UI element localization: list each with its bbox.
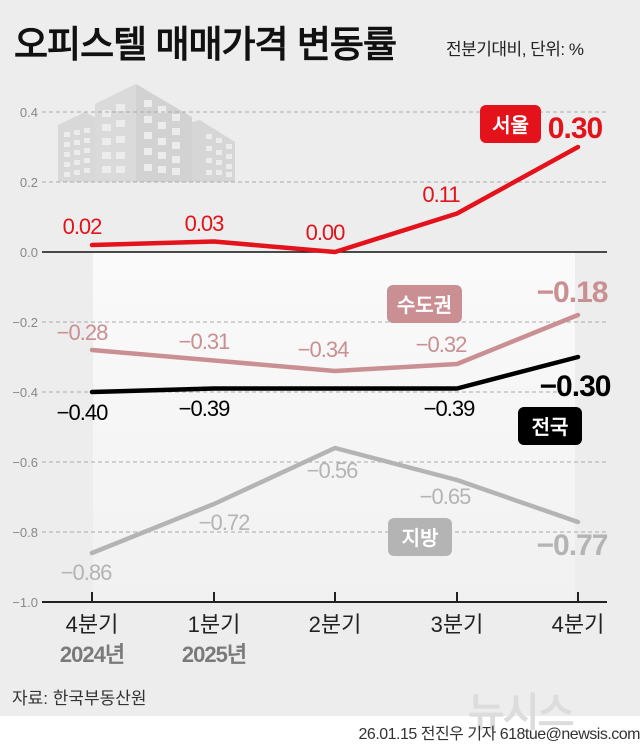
badge-label: 지방: [402, 527, 439, 550]
x-axis-labels: 4분기 2024년 1분기 2025년 2분기 3분기 4분기: [60, 612, 604, 667]
x-axis-ticks: [91, 592, 579, 602]
regional-badge: 지방: [388, 518, 452, 556]
series-line-capital: [89, 312, 581, 374]
y-axis-labels: 0.4 0.2 0.0 −0.2 −0.4 −0.6 −0.8 −1.0: [12, 105, 38, 610]
y-tick: 0.2: [20, 175, 38, 190]
y-tick: 0.0: [20, 245, 38, 260]
capital-badge: 수도권: [387, 285, 462, 323]
y-tick: −0.8: [12, 525, 38, 540]
value-label: −0.28: [57, 320, 108, 345]
badge-label: 수도권: [397, 294, 452, 317]
y-tick: 0.4: [20, 105, 38, 120]
x-year-label: 2024년: [60, 642, 124, 667]
series-line-seoul: [89, 144, 581, 255]
value-label: 0.02: [63, 214, 103, 239]
y-tick: −0.2: [12, 315, 38, 330]
x-label: 4분기: [66, 612, 119, 637]
value-label: −0.39: [424, 396, 475, 421]
newsis-logo: 뉴시스: [468, 691, 574, 735]
y-tick: −0.4: [12, 385, 38, 400]
value-label: −0.72: [199, 510, 250, 535]
seoul-badge: 서울: [480, 105, 541, 143]
credit-line: 26.01.15 전진우 기자 618tue@newsis.com: [358, 726, 640, 743]
value-label: −0.56: [307, 458, 358, 483]
value-label-latest: −0.77: [537, 529, 608, 562]
value-label: −0.86: [61, 560, 112, 585]
value-label: −0.34: [298, 337, 349, 362]
regional-value-labels: −0.86 −0.72 −0.56 −0.65 −0.77: [61, 458, 609, 585]
capital-value-labels: −0.28 −0.31 −0.34 −0.32 −0.18: [57, 276, 609, 362]
value-label: −0.31: [179, 329, 230, 354]
national-badge: 전국: [518, 407, 582, 445]
source-note: 자료: 한국부동산원: [12, 689, 147, 708]
line-chart: 0.4 0.2 0.0 −0.2 −0.4 −0.6 −0.8 −1.0 0.0…: [12, 84, 612, 667]
x-label: 3분기: [431, 612, 484, 637]
chart-title: 오피스텔 매매가격 변동률: [14, 24, 397, 65]
value-label-latest: 0.30: [548, 112, 603, 145]
value-label-latest: −0.18: [537, 276, 608, 309]
value-label: −0.40: [57, 400, 108, 425]
x-label: 2분기: [309, 612, 362, 637]
y-tick: −0.6: [12, 455, 38, 470]
x-label: 1분기: [188, 612, 241, 637]
value-label: 0.03: [185, 211, 225, 236]
national-value-labels: −0.40 −0.39 −0.39 −0.30: [57, 370, 612, 425]
value-label: 0.11: [422, 182, 460, 207]
value-label: 0.00: [306, 220, 346, 245]
series-line-regional: [89, 445, 581, 556]
value-label: −0.65: [420, 484, 471, 509]
y-tick: −1.0: [12, 595, 38, 610]
chart-subtitle: 전분기대비, 단위: %: [446, 40, 584, 59]
plot-panel: [93, 252, 575, 602]
badge-label: 전국: [532, 416, 569, 439]
series-line-national: [89, 354, 581, 395]
value-label: −0.39: [179, 396, 230, 421]
value-label-latest: −0.30: [540, 370, 611, 403]
x-year-label: 2025년: [182, 642, 246, 667]
building-icon: [58, 84, 235, 182]
badge-label: 서울: [492, 114, 529, 137]
seoul-value-labels: 0.02 0.03 0.00 0.11 0.30: [63, 112, 604, 245]
x-label: 4분기: [552, 612, 605, 637]
value-label: −0.32: [416, 332, 467, 357]
